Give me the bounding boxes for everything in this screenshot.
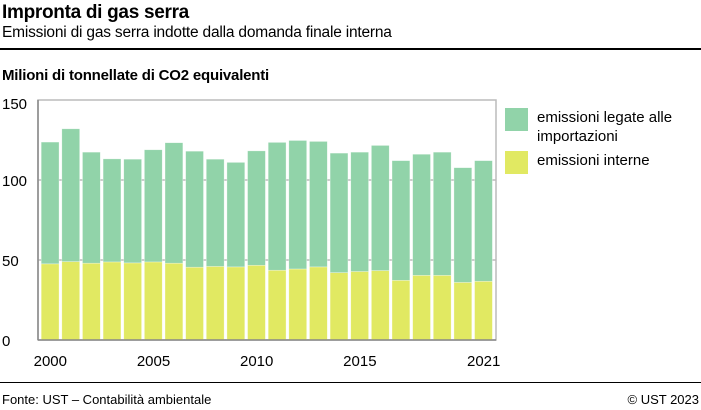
bar-imports-2003 (102, 158, 122, 263)
legend-label-domestic: emissioni interne (537, 152, 650, 169)
bar-domestic-2008 (205, 266, 225, 341)
bar-domestic-2021 (474, 280, 493, 341)
bar-domestic-2001 (61, 261, 80, 341)
bar-domestic-2011 (267, 269, 287, 341)
bar-domestic-2007 (185, 266, 204, 341)
bar-imports-2010 (247, 150, 266, 266)
bar-imports-2018 (412, 153, 431, 276)
chart-title: Impronta di gas serra (2, 2, 189, 23)
x-tick-label: 2015 (343, 353, 376, 370)
bar-imports-2009 (226, 162, 246, 268)
copyright: © UST 2023 (627, 392, 700, 407)
bar-imports-2005 (144, 149, 163, 263)
y-tick-label: 50 (2, 253, 19, 270)
bar-imports-2021 (474, 160, 493, 282)
bar-imports-2014 (329, 152, 349, 273)
bar-domestic-2013 (309, 266, 328, 341)
bar-domestic-2020 (453, 282, 473, 341)
legend-swatch-domestic (505, 151, 528, 174)
bar-domestic-2004 (123, 262, 142, 341)
bar-domestic-2016 (371, 270, 390, 341)
bar-domestic-2000 (40, 263, 60, 341)
x-tick-label: 2021 (467, 353, 500, 370)
bar-domestic-2010 (247, 264, 266, 341)
bar-imports-2000 (40, 141, 60, 265)
bar-imports-2019 (432, 151, 452, 276)
y-axis-label: Milioni di tonnellate di CO2 equivalenti (2, 67, 270, 84)
y-tick-label: 100 (2, 173, 27, 190)
bar-domestic-2018 (412, 275, 431, 341)
bar-imports-2006 (164, 142, 184, 264)
bar-domestic-2012 (288, 268, 307, 341)
bar-imports-2007 (185, 150, 204, 268)
bar-imports-2002 (82, 151, 101, 264)
bar-domestic-2009 (226, 266, 246, 341)
bar-imports-2015 (350, 151, 369, 272)
bar-domestic-2003 (102, 261, 122, 341)
bar-imports-2020 (453, 167, 473, 283)
bar-domestic-2019 (432, 275, 452, 341)
bar-domestic-2015 (350, 271, 369, 341)
bar-imports-2004 (123, 158, 142, 264)
y-tick-label: 150 (2, 96, 27, 113)
bar-domestic-2002 (82, 262, 101, 341)
bar-imports-2001 (61, 128, 80, 262)
legend-swatch-imports (505, 108, 528, 131)
bar-imports-2013 (309, 141, 328, 268)
bar-imports-2011 (267, 142, 287, 271)
legend-label-imports: emissioni legate alle importazioni (537, 109, 673, 145)
header-divider (0, 48, 701, 50)
bar-domestic-2014 (329, 272, 349, 341)
y-tick-label: 0 (2, 333, 10, 350)
bar-imports-2008 (205, 158, 225, 267)
bar-domestic-2006 (164, 262, 184, 341)
legend-item-imports: emissioni legate alle importazioni (505, 108, 697, 146)
source-note: Fonte: UST – Contabilità ambientale (2, 392, 212, 407)
bar-imports-2012 (288, 140, 307, 270)
chart-subtitle: Emissioni di gas serra indotte dalla dom… (2, 24, 392, 41)
bar-imports-2016 (371, 145, 390, 271)
bar-imports-2017 (391, 160, 411, 281)
x-tick-label: 2010 (240, 353, 273, 370)
legend-item-domestic: emissioni interne (505, 151, 697, 174)
stacked-bar-chart: 0 50 100 150 2000 2005 2010 2015 2021 (2, 96, 500, 370)
bar-domestic-2005 (144, 261, 163, 341)
x-tick-label: 2005 (137, 353, 170, 370)
bar-domestic-2017 (391, 280, 411, 341)
footer-divider (0, 382, 701, 383)
x-tick-label: 2000 (34, 353, 67, 370)
